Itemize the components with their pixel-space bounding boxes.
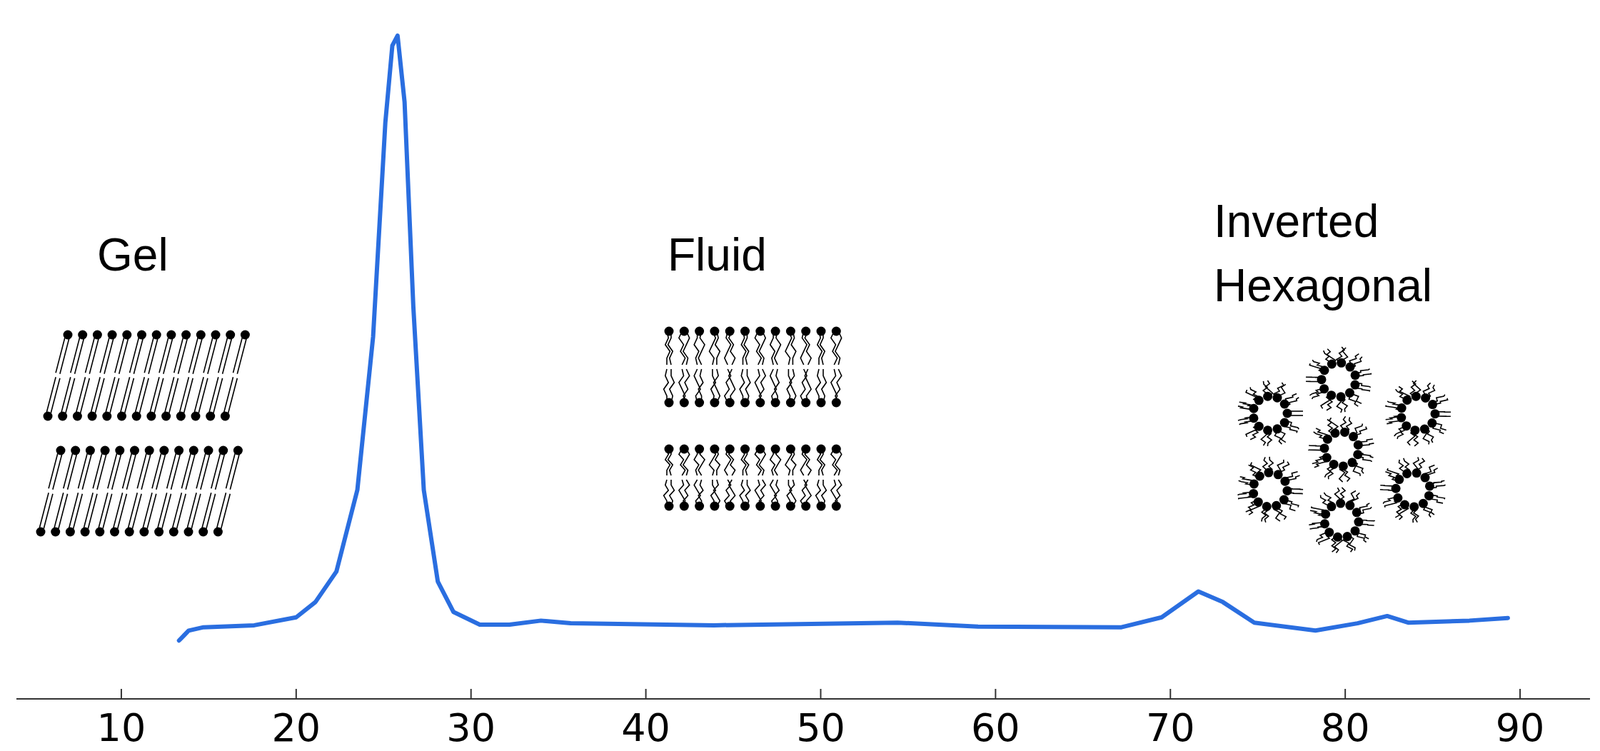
inverted-micelle [1308,416,1375,482]
x-tick [645,688,647,699]
x-tick-label: 30 [446,705,496,751]
x-ticks: 10 20 30 40 50 60 70 80 90 [97,688,1546,751]
inverted-micelle [1385,380,1451,447]
x-tick-label: 40 [621,705,671,751]
x-tick [819,688,822,699]
x-tick-label: 70 [1145,705,1196,751]
inverted-micelle [1305,346,1371,413]
x-tick-label: 10 [97,705,147,751]
phase-label: Gel [97,229,169,281]
annotations: Gel Fluid InvertedHexagonal [97,195,1433,312]
lipid-schematics [36,326,1452,554]
x-tick-label: 50 [796,705,846,751]
x-tick [470,688,472,699]
x-tick [295,688,298,699]
bilayer [663,326,842,408]
x-tick [1169,688,1171,699]
inverted-micelle [1238,380,1303,447]
x-tick-label: 90 [1495,705,1546,751]
phase-label: Fluid [667,229,767,281]
phase-label: InvertedHexagonal [1213,195,1433,312]
x-tick-label: 60 [970,705,1021,751]
bilayer [36,446,243,537]
thermogram-line [179,35,1508,641]
plot-area [179,35,1508,641]
x-tick [1519,688,1521,699]
x-tick-label: 20 [271,705,321,751]
x-tick [1344,688,1346,699]
x-axis-line [16,698,1591,700]
inverted-micelle [1308,487,1375,554]
bilayer [43,330,250,422]
x-tick [120,688,123,699]
inverted-micelle [1380,456,1446,523]
bilayer [663,444,842,512]
x-tick-label: 80 [1320,705,1371,751]
inverted-micelle [1238,456,1304,523]
chart: 10 20 30 40 50 60 70 80 90 Gel Fluid InvertedHexago… [0,0,1600,751]
x-tick [994,688,996,699]
